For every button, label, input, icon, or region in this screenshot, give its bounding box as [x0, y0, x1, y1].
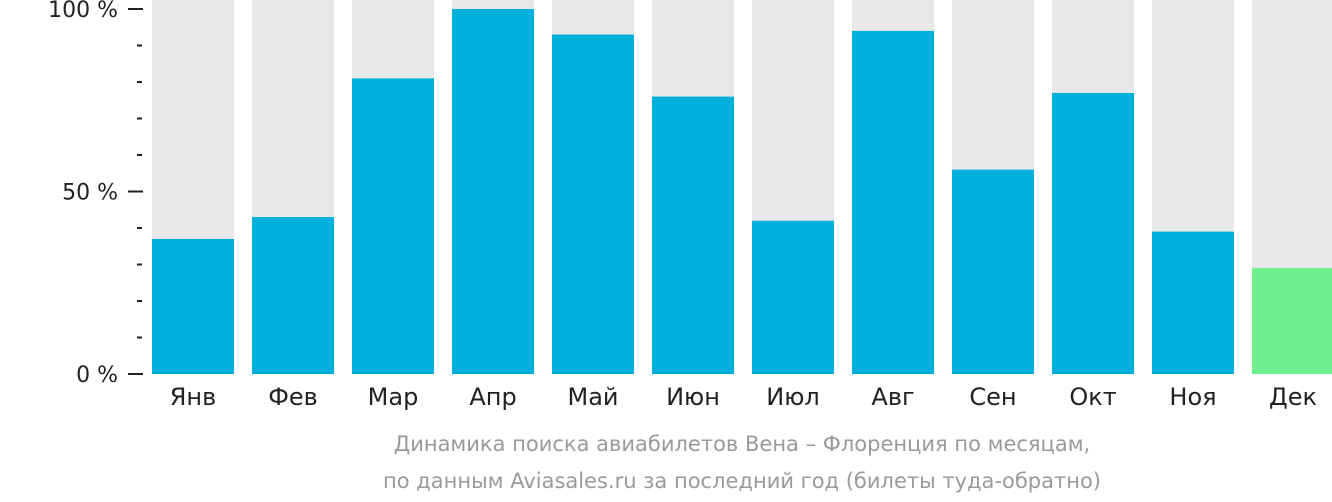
chart-caption-line-2: по данным Aviasales.ru за последний год …: [383, 469, 1101, 493]
x-tick-label-1: Янв: [170, 383, 217, 411]
y-tick-label: 50 %: [62, 181, 118, 206]
x-tick-label-11: Ноя: [1169, 383, 1216, 411]
bar-4: [452, 9, 534, 374]
bar-5: [552, 34, 634, 375]
x-tick-label-3: Мар: [368, 383, 419, 411]
x-tick-label-4: Апр: [469, 383, 516, 411]
bar-10: [1052, 92, 1134, 374]
bar-7: [752, 220, 834, 374]
x-tick-label-10: Окт: [1069, 383, 1116, 411]
bar-12: [1252, 268, 1332, 374]
x-tick-label-12: Дек: [1269, 383, 1317, 411]
bar-1: [152, 238, 234, 374]
chart-caption-line-1: Динамика поиска авиабилетов Вена – Флоре…: [394, 432, 1090, 456]
x-tick-label-2: Фев: [268, 383, 318, 411]
x-tick-label-5: Май: [567, 383, 618, 411]
x-tick-label-8: Авг: [871, 383, 914, 411]
bar-11: [1152, 231, 1234, 374]
y-tick-label: 100 %: [48, 0, 118, 23]
bar-2: [252, 217, 334, 374]
x-tick-label-6: Июн: [666, 383, 720, 411]
bar-6: [652, 96, 734, 374]
x-tick-label-7: Июл: [766, 383, 820, 411]
bar-3: [352, 78, 434, 374]
bar-layer: [152, 9, 1332, 375]
x-axis-labels: Янв Фев Мар Апр Май Июн Июл Авг Сен Окт Ноя Дек: [170, 383, 1317, 411]
bar-8: [852, 30, 934, 375]
y-tick-label: 0 %: [76, 363, 118, 388]
bar-9: [952, 169, 1034, 374]
x-tick-label-9: Сен: [969, 383, 1016, 411]
y-axis: 0 % 50 % 100 %: [48, 0, 143, 388]
